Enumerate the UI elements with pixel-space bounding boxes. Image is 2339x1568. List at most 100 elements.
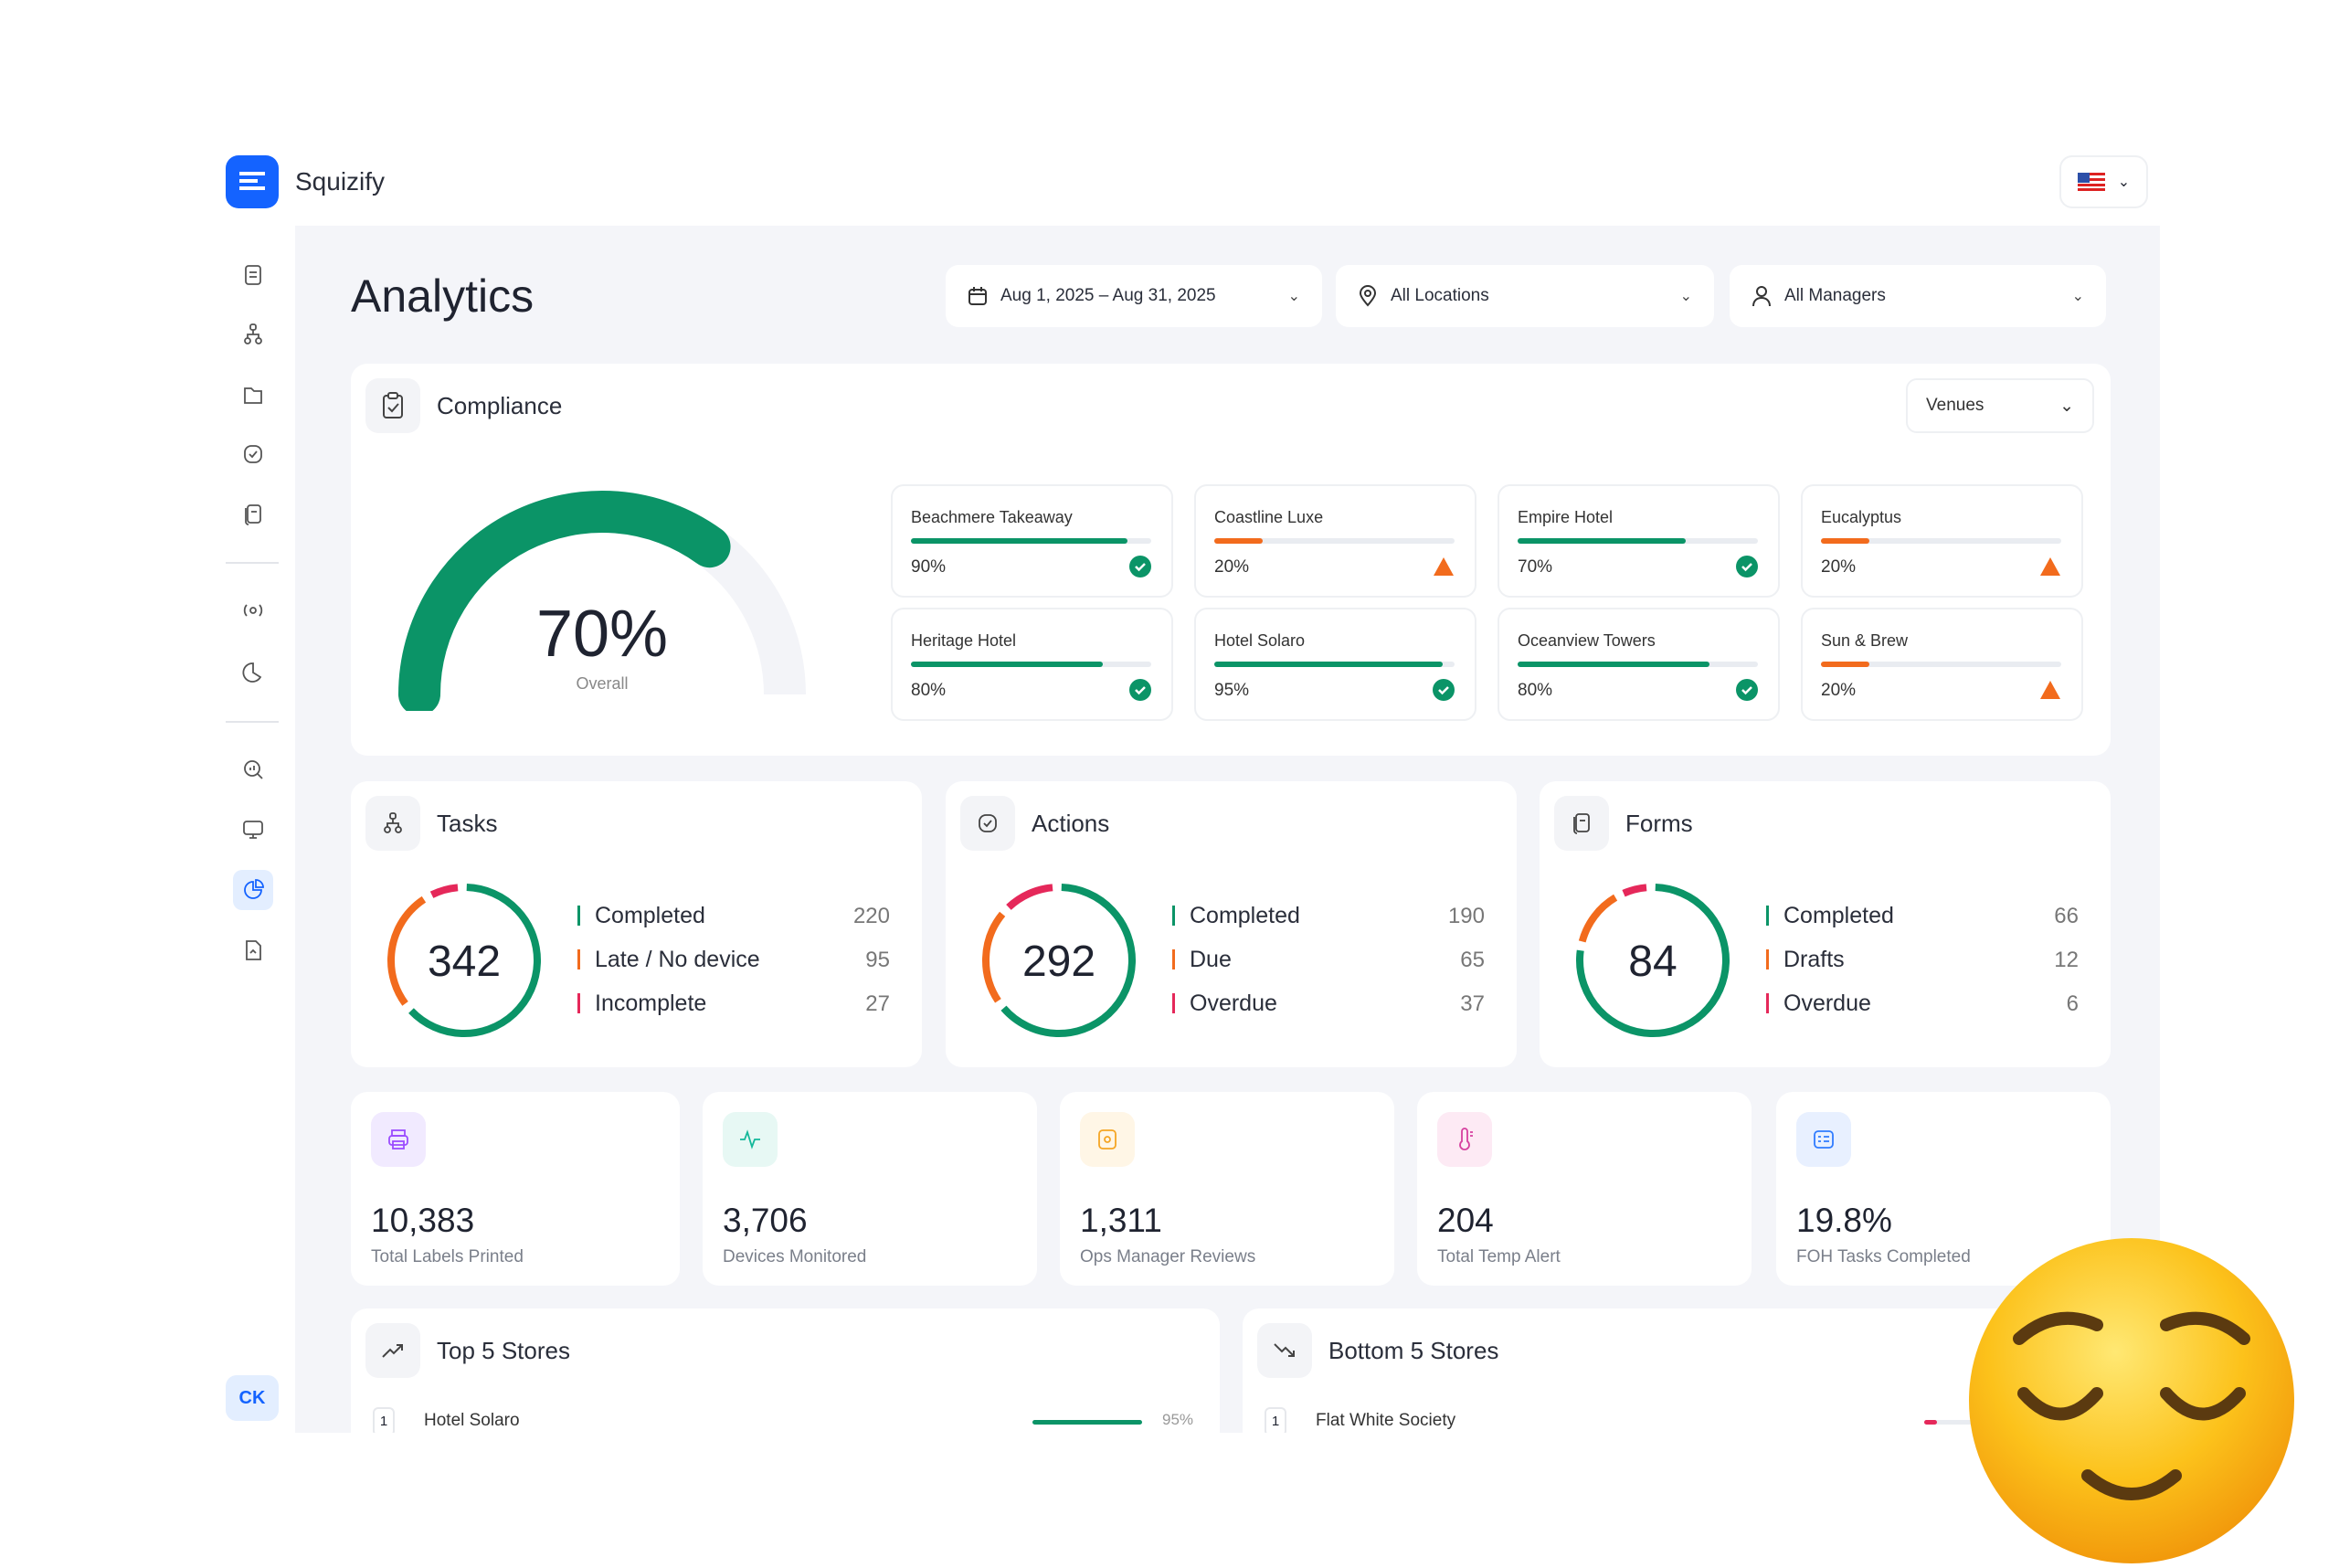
venue-percent: 80% <box>911 681 947 700</box>
sidebar-item-check-badge[interactable] <box>233 434 273 474</box>
stat-label: Total Labels Printed <box>371 1247 524 1266</box>
venue-card[interactable]: Hotel Solaro 95% <box>1194 608 1476 721</box>
venue-name: Beachmere Takeaway <box>911 508 1073 526</box>
legend-label: Overdue <box>1783 991 1871 1016</box>
legend-label: Incomplete <box>595 991 707 1016</box>
venue-name: Empire Hotel <box>1518 508 1614 526</box>
clipboard-check-icon <box>365 378 420 433</box>
sidebar-item-hierarchy[interactable] <box>233 314 273 355</box>
app-name: Squizify <box>295 167 386 196</box>
sidebar-item-search-analytics[interactable] <box>233 749 273 789</box>
sidebar-item-pie-chart[interactable] <box>233 652 273 693</box>
store-value: 95% <box>1162 1411 1194 1428</box>
legend-value: 220 <box>852 904 890 928</box>
date-range-filter[interactable]: Aug 1, 2025 – Aug 31, 2025 ⌄ <box>946 265 1322 327</box>
venue-percent: 90% <box>911 557 947 577</box>
venues-dropdown[interactable]: Venues ⌄ <box>1906 378 2094 433</box>
clipboard-list-icon <box>245 265 261 285</box>
summary-title: Actions <box>1032 810 1110 837</box>
legend-item: Due <box>1172 947 1232 973</box>
logo-icon <box>239 172 265 190</box>
stat-label: Devices Monitored <box>723 1247 867 1266</box>
stat-card: 3,706 Devices Monitored <box>703 1092 1037 1286</box>
legend-item: Completed <box>1766 903 1894 929</box>
legend-label: Completed <box>1783 903 1894 928</box>
legend-value: 95 <box>865 948 890 972</box>
warning-triangle-icon <box>1434 557 1454 576</box>
sidebar-item-analytics[interactable] <box>233 870 273 910</box>
venue-percent: 20% <box>1821 681 1857 700</box>
manager-filter[interactable]: All Managers ⌄ <box>1730 265 2106 327</box>
location-pin-icon <box>1359 285 1377 307</box>
donut-segment <box>387 883 541 1037</box>
venue-card[interactable]: Beachmere Takeaway 90% <box>891 484 1173 598</box>
venue-card[interactable]: Heritage Hotel 80% <box>891 608 1173 721</box>
venue-name: Heritage Hotel <box>911 631 1017 650</box>
trending-up-icon <box>365 1323 420 1378</box>
overall-value: 70% <box>535 598 669 671</box>
sidebar-item-clipboard-list[interactable] <box>233 254 273 294</box>
summary-card-tasks: Tasks 342 Completed 220 Late / No device 95 In… <box>351 781 922 1067</box>
venue-name: Sun & Brew <box>1821 631 1909 650</box>
legend-item: Drafts <box>1766 947 1845 973</box>
page-bottom <box>0 1433 2339 1561</box>
location-filter[interactable]: All Locations ⌄ <box>1336 265 1714 327</box>
sidebar-item-folder[interactable] <box>233 375 273 415</box>
page-title: Analytics <box>351 270 534 322</box>
check-circle-icon <box>1433 679 1455 701</box>
legend-label: Completed <box>1190 903 1300 928</box>
warning-triangle-icon <box>2040 681 2060 699</box>
legend-value: 12 <box>2054 948 2079 972</box>
compliance-card: Compliance Venues ⌄ 70% Overall Beachmere… <box>351 364 2111 756</box>
check-badge-icon <box>979 814 997 832</box>
user-avatar[interactable]: CK <box>226 1375 279 1421</box>
venue-card[interactable]: Oceanview Towers 80% <box>1498 608 1780 721</box>
language-selector[interactable]: ⌄ <box>2059 155 2148 208</box>
donut-chart <box>982 883 1136 1037</box>
review-icon <box>1098 1129 1117 1150</box>
legend-item: Overdue <box>1766 991 1871 1017</box>
venue-progress <box>911 538 1151 544</box>
venue-percent: 20% <box>1821 557 1857 577</box>
check-circle-icon <box>1736 679 1758 701</box>
check-circle-icon <box>1736 556 1758 577</box>
date-range-value: Aug 1, 2025 – Aug 31, 2025 <box>1000 286 1216 305</box>
stat-card: 204 Total Temp Alert <box>1417 1092 1752 1286</box>
venue-card[interactable]: Sun & Brew 20% <box>1801 608 2083 721</box>
stat-value: 3,706 <box>723 1202 808 1239</box>
venue-progress <box>1518 538 1758 544</box>
legend-item: Incomplete <box>577 991 706 1017</box>
printer-icon <box>388 1129 408 1150</box>
summary-total: 342 <box>427 938 502 986</box>
sidebar-item-forms[interactable] <box>233 494 273 535</box>
summary-card-forms: Forms 84 Completed 66 Drafts 12 Overdue 6 <box>1540 781 2111 1067</box>
calendar-icon <box>968 287 987 305</box>
warning-triangle-icon <box>2040 557 2060 576</box>
sidebar-item-broadcast[interactable] <box>233 590 273 630</box>
stat-label: FOH Tasks Completed <box>1796 1247 1971 1266</box>
sidebar-item-document[interactable] <box>233 930 273 970</box>
sidebar-divider <box>226 562 279 564</box>
summary-title: Tasks <box>437 810 498 837</box>
legend-value: 65 <box>1460 948 1485 972</box>
thermometer-icon <box>1459 1128 1473 1150</box>
venue-progress <box>1821 662 2061 667</box>
stat-value: 204 <box>1437 1202 1494 1239</box>
overall-caption: Overall <box>576 674 629 693</box>
venue-card[interactable]: Empire Hotel 70% <box>1498 484 1780 598</box>
venue-progress <box>1821 538 2061 544</box>
chevron-down-icon: ⌄ <box>1287 289 1300 304</box>
legend-value: 6 <box>2066 991 2079 1016</box>
stat-card: 10,383 Total Labels Printed <box>351 1092 680 1286</box>
legend-label: Overdue <box>1190 991 1277 1016</box>
gauge-fill <box>398 491 731 711</box>
folder-icon <box>244 387 262 404</box>
app-logo[interactable] <box>226 155 279 208</box>
venue-card[interactable]: Coastline Luxe 20% <box>1194 484 1476 598</box>
venue-card[interactable]: Eucalyptus 20% <box>1801 484 2083 598</box>
legend-item: Completed <box>1172 903 1300 929</box>
venue-name: Oceanview Towers <box>1518 631 1656 650</box>
store-name: Flat White Society <box>1316 1411 1456 1430</box>
sidebar-item-monitor[interactable] <box>233 810 273 850</box>
stat-card: 19.8% FOH Tasks Completed <box>1776 1092 2111 1286</box>
